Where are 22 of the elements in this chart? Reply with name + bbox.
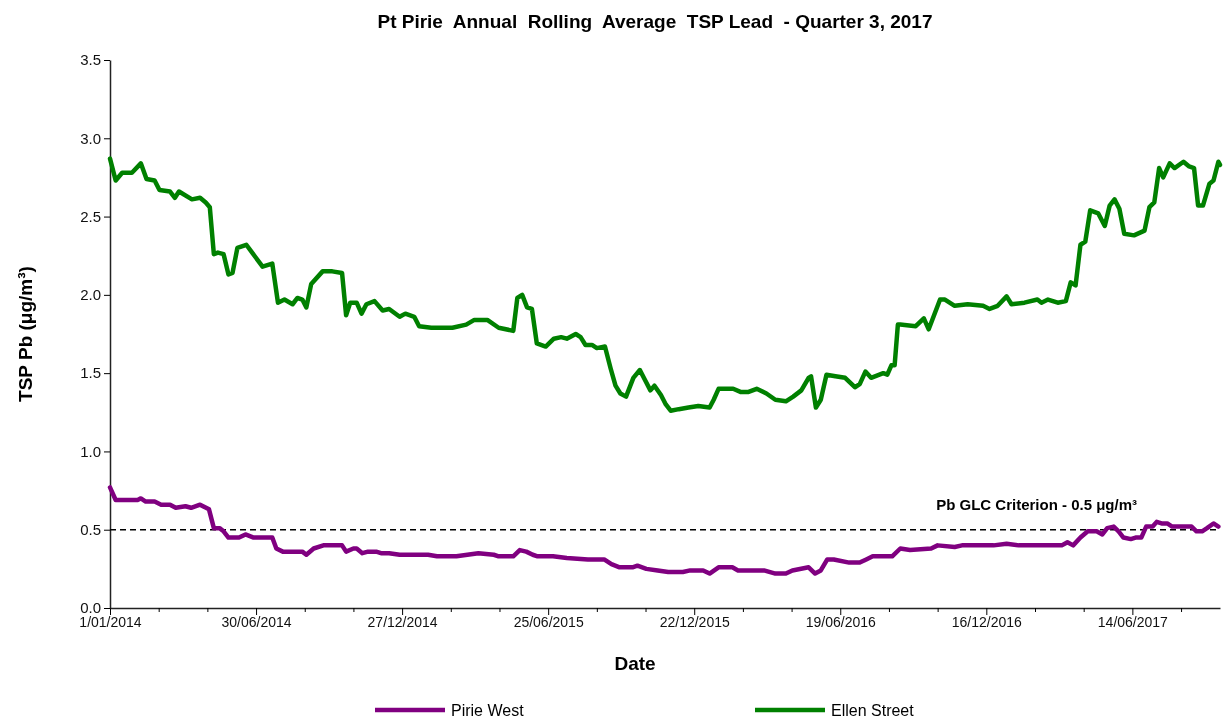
y-tick-label: 3.5 (80, 51, 101, 69)
x-tick-label: 27/12/2014 (367, 613, 438, 630)
legend-label: Ellen Street (831, 702, 915, 719)
x-tick-label: 25/06/2015 (513, 613, 584, 630)
y-tick-label: 2.0 (80, 286, 101, 304)
y-tick-label: 2.5 (80, 207, 101, 225)
chart-title: Pt Pirie Annual Rolling Average TSP Lead - Quarter 3, 2017 (377, 11, 933, 32)
line-series (107, 485, 1221, 576)
ref-line-label: Pb GLC Criterion - 0.5 μg/m³ (936, 495, 1137, 513)
y-tick-label: 1.5 (80, 364, 101, 382)
x-tick-label: 16/12/2016 (951, 613, 1023, 630)
legend-label: Pirie West (451, 702, 525, 719)
y-tick-label: 0.5 (80, 521, 101, 539)
y-axis-title: TSP Pb (μg/m³) (15, 266, 36, 402)
x-tick-label: 14/06/2017 (1097, 613, 1169, 630)
x-tick-label: 22/12/2015 (659, 613, 730, 630)
y-tick-label: 3.0 (80, 129, 101, 147)
line-series (107, 156, 1223, 413)
x-axis-title: Date (614, 653, 656, 674)
x-tick-label: 30/06/2014 (221, 613, 292, 630)
y-tick-label: 1.0 (80, 442, 101, 460)
x-tick-label: 19/06/2016 (805, 613, 877, 630)
